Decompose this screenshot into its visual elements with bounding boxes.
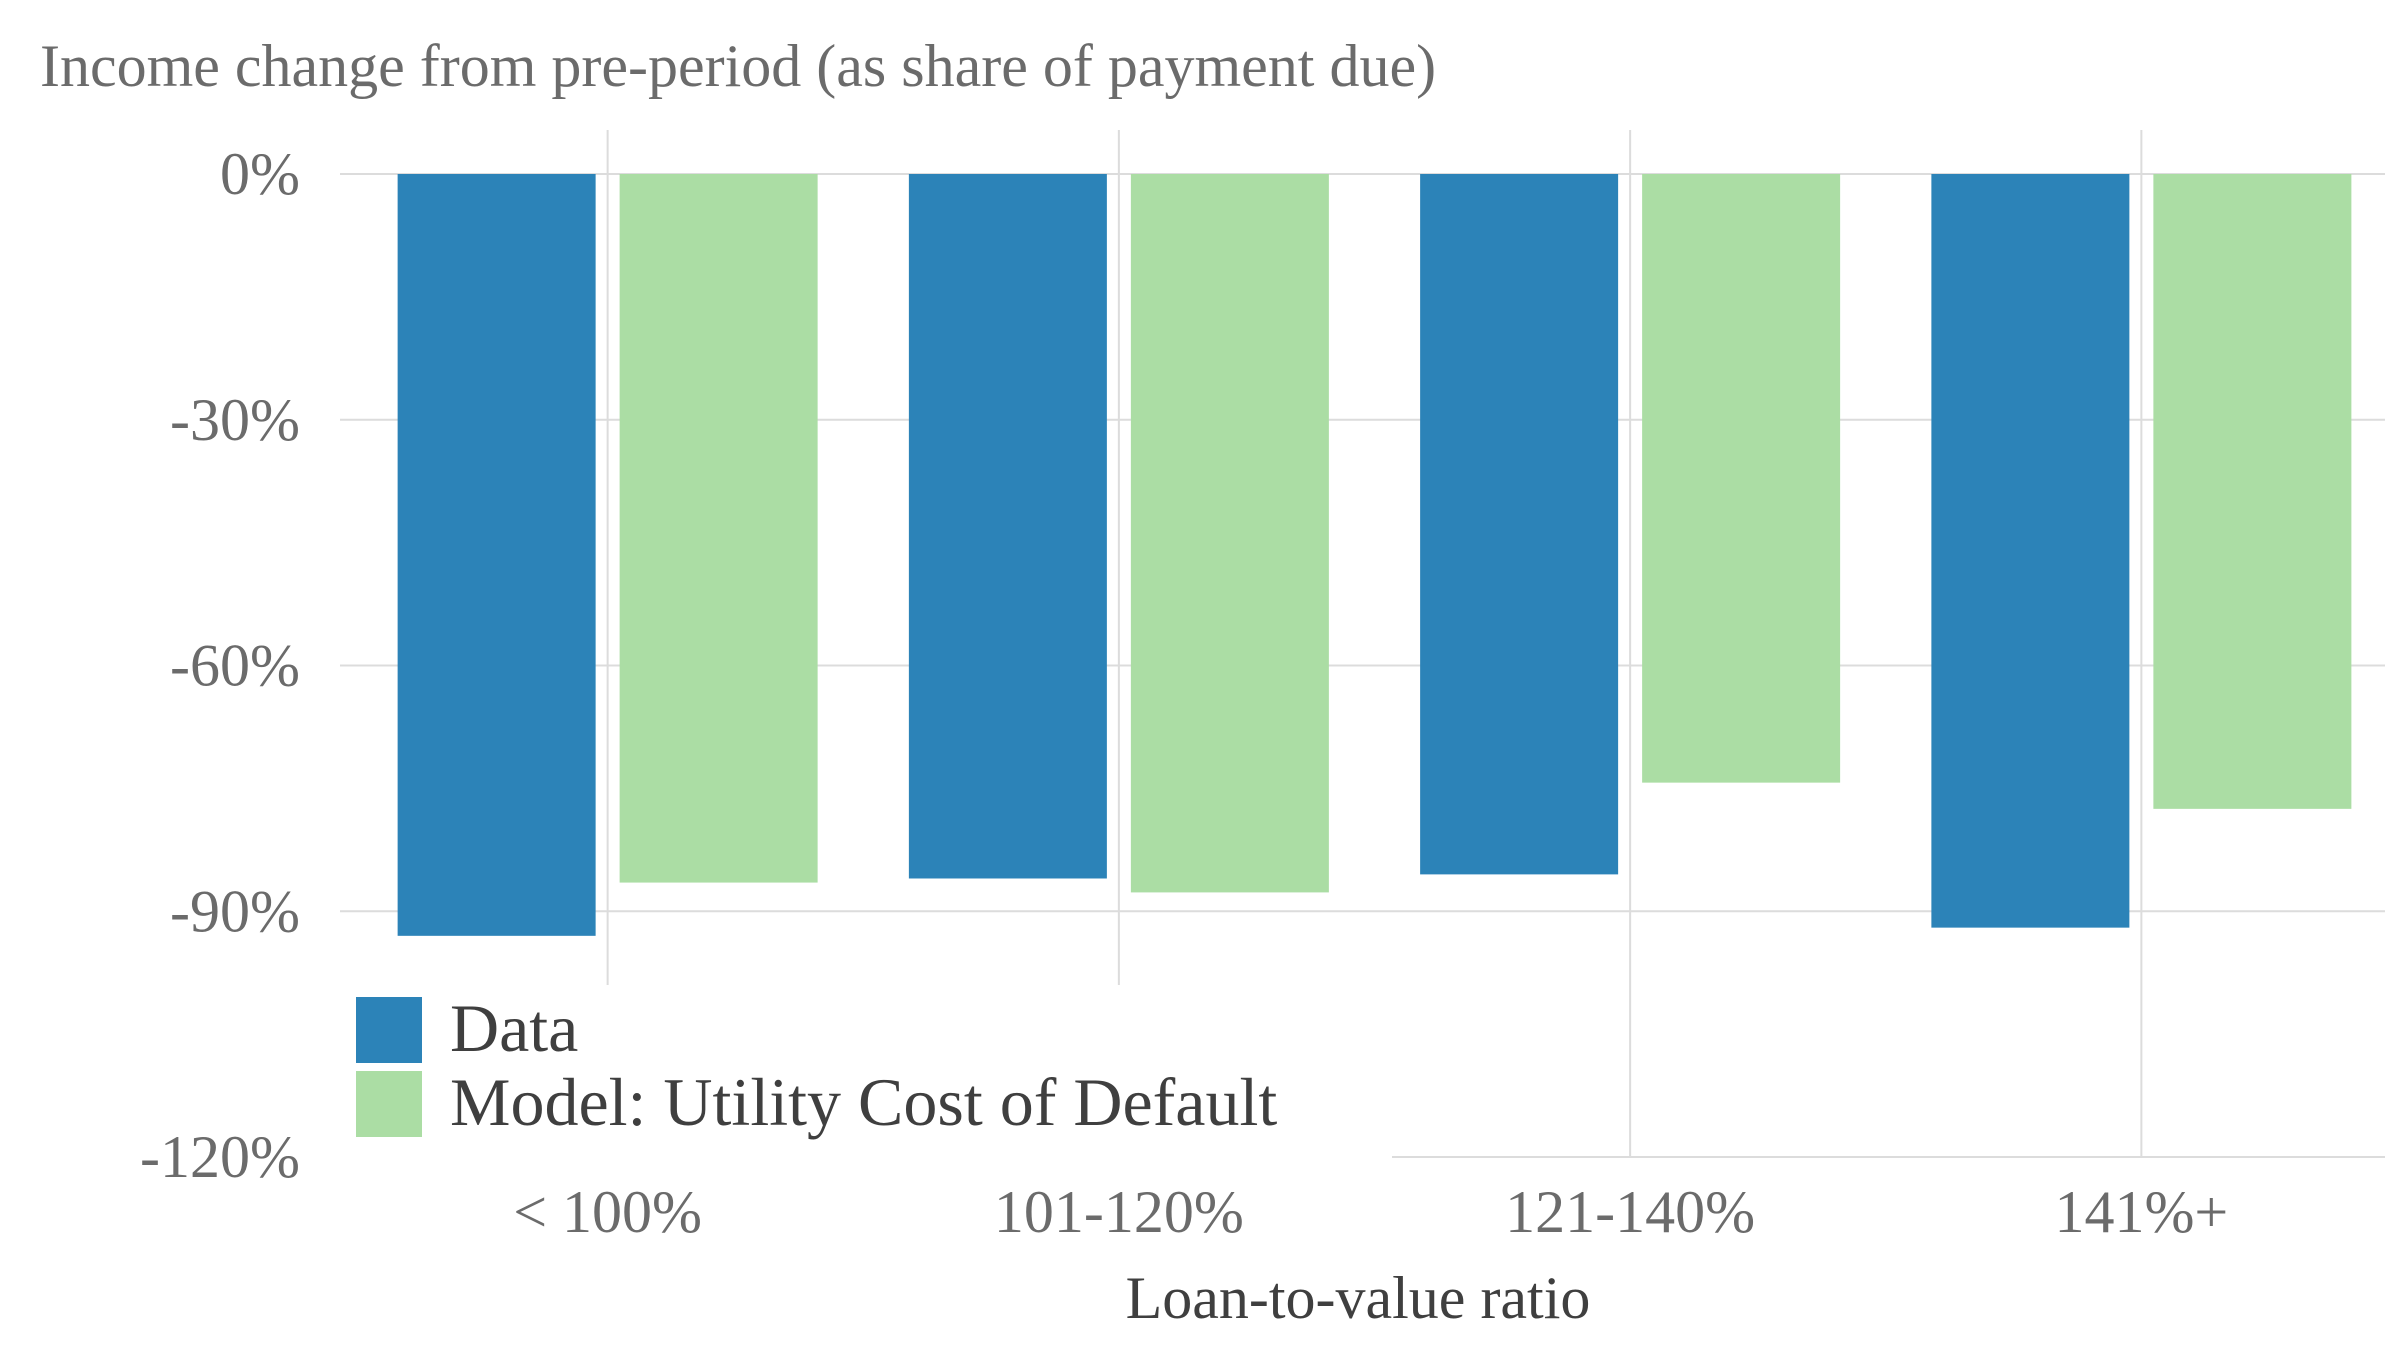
- x-tick-labels: < 100% 101-120% 121-140% 141%+: [513, 1179, 2228, 1245]
- legend-label: Model: Utility Cost of Default: [450, 1064, 1277, 1140]
- x-axis-title: Loan-to-value ratio: [1126, 1265, 1591, 1331]
- y-tick-label: -120%: [140, 1124, 300, 1190]
- bar-data-2: [1420, 174, 1619, 875]
- bar-model-0: [619, 174, 818, 883]
- bars: [397, 174, 2352, 936]
- bar-data-0: [397, 174, 596, 936]
- y-tick-label: -30%: [170, 387, 300, 453]
- bar-model-3: [2153, 174, 2352, 809]
- bar-model-2: [1642, 174, 1841, 783]
- x-tick-label: 121-140%: [1505, 1179, 1755, 1245]
- x-tick-label: 141%+: [2054, 1179, 2228, 1245]
- bar-data-1: [908, 174, 1107, 879]
- legend-swatch: [356, 1071, 422, 1137]
- y-tick-label: 0%: [220, 141, 300, 207]
- y-tick-label: -90%: [170, 878, 300, 944]
- bar-model-1: [1130, 174, 1329, 893]
- x-tick-label: 101-120%: [994, 1179, 1244, 1245]
- legend-swatch: [356, 997, 422, 1063]
- y-tick-labels: 0% -30% -60% -90% -120%: [140, 141, 300, 1190]
- legend-label: Data: [450, 990, 578, 1066]
- bar-data-3: [1931, 174, 2130, 928]
- legend-background: [340, 985, 1392, 1173]
- y-tick-label: -60%: [170, 633, 300, 699]
- x-tick-label: < 100%: [513, 1179, 702, 1245]
- chart-title: Income change from pre-period (as share …: [40, 33, 1436, 99]
